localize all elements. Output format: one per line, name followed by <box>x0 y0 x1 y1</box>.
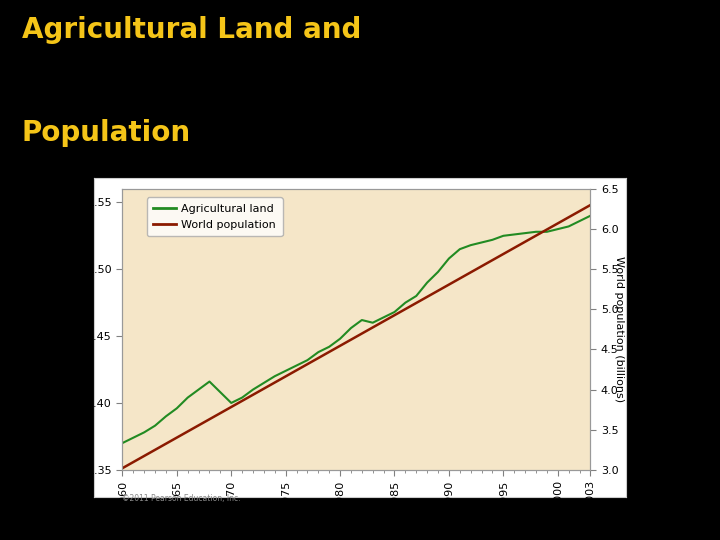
Y-axis label: World population (billions): World population (billions) <box>614 256 624 402</box>
X-axis label: Year: Year <box>343 514 369 527</box>
Text: ©2011 Pearson Education, Inc.: ©2011 Pearson Education, Inc. <box>122 494 241 503</box>
Text: Population: Population <box>22 119 191 147</box>
Y-axis label: Agricultural land (billions of acres): Agricultural land (billions of acres) <box>72 233 81 426</box>
Text: Agricultural Land and: Agricultural Land and <box>22 16 361 44</box>
Legend: Agricultural land, World population: Agricultural land, World population <box>147 197 282 237</box>
